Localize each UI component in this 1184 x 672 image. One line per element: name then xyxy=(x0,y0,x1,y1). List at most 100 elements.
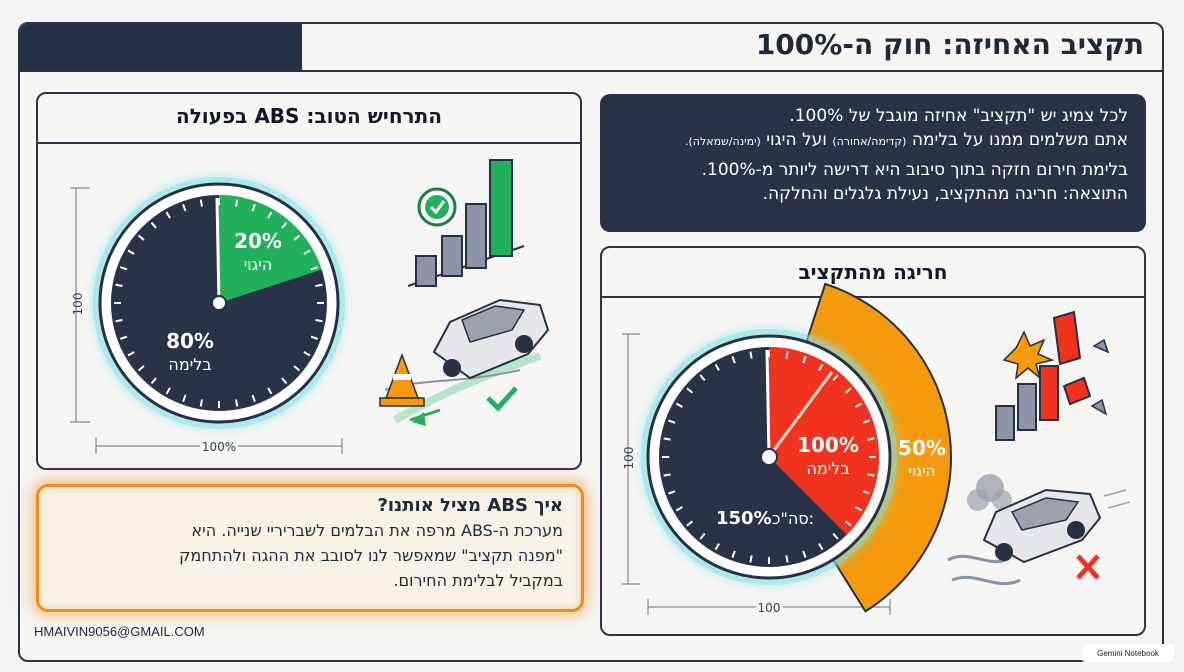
intro-line-2-mid: ועל היגוי xyxy=(766,130,827,150)
good-steering-percent: 20% xyxy=(234,229,282,253)
gauge-tick xyxy=(165,387,171,395)
abs-box-title: איך ABS מציל אותנו? xyxy=(377,495,563,516)
gauge-tick xyxy=(668,490,676,495)
gauge-tick xyxy=(844,520,852,527)
exceed-braking-segment xyxy=(769,347,879,535)
good-gauge-dim-vertical-label: 100 xyxy=(71,293,85,316)
exceed-braking-label: בלימה xyxy=(806,459,849,478)
gauge-tick xyxy=(818,543,824,551)
exceed-gauge-dim-horizontal-label: 100 xyxy=(758,601,781,615)
good-braking-label: בלימה xyxy=(168,355,211,374)
gauge-tick xyxy=(267,387,273,395)
gauge-tick xyxy=(315,319,323,323)
gauge-tick xyxy=(235,399,239,407)
exceed-total-percent: 150% xyxy=(716,508,772,529)
exceed-gauge-dimension-horizontal xyxy=(647,599,891,615)
abs-box-line-3: במקביל לבלימת החירום. xyxy=(393,571,563,590)
gauge-tick xyxy=(855,402,863,408)
gauge-tick xyxy=(862,419,870,424)
exceed-total-label: סה"כ: xyxy=(772,509,814,528)
good-gauge-dimension-vertical xyxy=(70,187,90,423)
gauge-tick xyxy=(182,394,187,403)
crashing-bar-chart-icon xyxy=(995,310,1110,441)
gauge-tick xyxy=(310,266,319,271)
intro-line-3: בלימת חירום חזקה בתוך סיבוב היא דרישה לי… xyxy=(701,160,1128,180)
gauge-tick xyxy=(714,363,720,371)
gauge-tick xyxy=(165,211,171,219)
gauge-tick xyxy=(699,374,706,382)
gauge-tick xyxy=(675,402,683,408)
gauge-tick xyxy=(749,555,753,563)
good-gauge: 100 100% 20% היגוי 80% בלימה xyxy=(70,177,345,457)
footer-email: HMAIVIN9056@GMAIL.COM xyxy=(34,624,205,639)
gauge-tick xyxy=(785,351,789,359)
gauge-tick xyxy=(867,473,875,477)
gauge-tick xyxy=(315,283,323,287)
gauge-tick xyxy=(235,199,239,207)
gauge-tick xyxy=(115,283,123,287)
check-circle-icon xyxy=(417,187,457,227)
gauge-tick xyxy=(832,374,839,382)
gauge-tick xyxy=(749,351,753,359)
intro-line-2-start: אתם משלמים ממנו על בלימה xyxy=(911,130,1128,150)
gauge-tick xyxy=(127,351,135,357)
header-divider xyxy=(20,70,1162,72)
gauge-tick xyxy=(267,211,273,219)
gauge-tick xyxy=(199,399,203,407)
good-gauge-needle xyxy=(215,197,221,304)
gauge-tick xyxy=(303,249,311,255)
gauge-tick xyxy=(251,394,256,403)
gauge-tick xyxy=(714,543,720,551)
gauge-tick xyxy=(731,550,736,558)
gauge-tick xyxy=(867,437,875,441)
gauge-tick xyxy=(281,377,288,385)
gauge-tick xyxy=(182,203,187,212)
exceed-braking-percent: 100% xyxy=(797,433,859,457)
good-gauge-glow xyxy=(93,177,345,429)
gauge-tick xyxy=(785,555,789,563)
header-accent-bar xyxy=(20,24,302,70)
gauge-tick xyxy=(293,365,301,372)
good-panel-title: התרחיש הטוב: ABS בפעולה xyxy=(175,104,443,128)
gauge-tick xyxy=(802,550,807,558)
gauge-tick xyxy=(686,387,694,394)
gauge-tick xyxy=(844,387,852,394)
gauge-tick xyxy=(150,221,157,229)
gauge-tick xyxy=(137,234,145,241)
gauge-tick xyxy=(663,437,671,441)
rising-bar-chart-icon xyxy=(407,159,525,287)
intro-steering-note: (ימינה/שמאלה). xyxy=(685,135,761,148)
gauge-tick xyxy=(150,377,157,385)
intro-braking-note: (קדימה/אחורה) xyxy=(832,135,907,148)
exceed-gauge: 100 100 100% בלימה 50% היגוי 150% סה"כ: xyxy=(622,282,952,618)
exceed-steering-label: היגוי xyxy=(909,462,936,480)
gauge-tick xyxy=(137,365,145,372)
car-driving-icon xyxy=(384,298,550,426)
gauge-tick xyxy=(281,221,288,229)
intro-box: לכל צמיג יש "תקציב" אחיזה מוגבל של 100%.… xyxy=(600,94,1146,232)
footer-brand-label: Gemini Notebook xyxy=(1097,648,1159,658)
exceed-gauge-glow xyxy=(641,329,897,585)
good-braking-percent: 80% xyxy=(166,329,214,353)
gauge-tick xyxy=(699,532,706,540)
footer-brand-badge: Gemini Notebook xyxy=(1082,644,1174,662)
intro-line-2: אתם משלמים ממנו על בלימה (קדימה/אחורה) ו… xyxy=(618,128,1128,154)
gauge-tick xyxy=(119,266,128,271)
gauge-tick xyxy=(675,506,683,512)
page-title: תקציב האחיזה: חוק ה-100% xyxy=(755,28,1144,61)
abs-explanation-box: איך ABS מציל אותנו? מערכת ה-ABS מרפה את … xyxy=(36,484,584,612)
exceed-panel-title-divider xyxy=(602,296,1144,298)
exceed-gauge-dim-vertical-label: 100 xyxy=(622,447,636,470)
abs-box-line-1: מערכת ה-ABS מרפה את הבלמים לשבריריי שניי… xyxy=(191,521,563,540)
gauge-tick xyxy=(855,506,863,512)
exceed-gauge-ticks xyxy=(662,350,876,564)
exceed-gauge-hub xyxy=(760,448,778,466)
good-gauge-hub xyxy=(211,295,227,311)
gauge-tick xyxy=(731,356,736,364)
good-gauge-ticks xyxy=(114,198,324,408)
exceed-gauge-needle-ghost xyxy=(767,371,834,458)
gauge-tick xyxy=(310,335,319,340)
gauge-tick xyxy=(127,249,135,255)
exceed-steering-percent: 50% xyxy=(898,436,946,460)
gauge-tick xyxy=(862,490,870,495)
